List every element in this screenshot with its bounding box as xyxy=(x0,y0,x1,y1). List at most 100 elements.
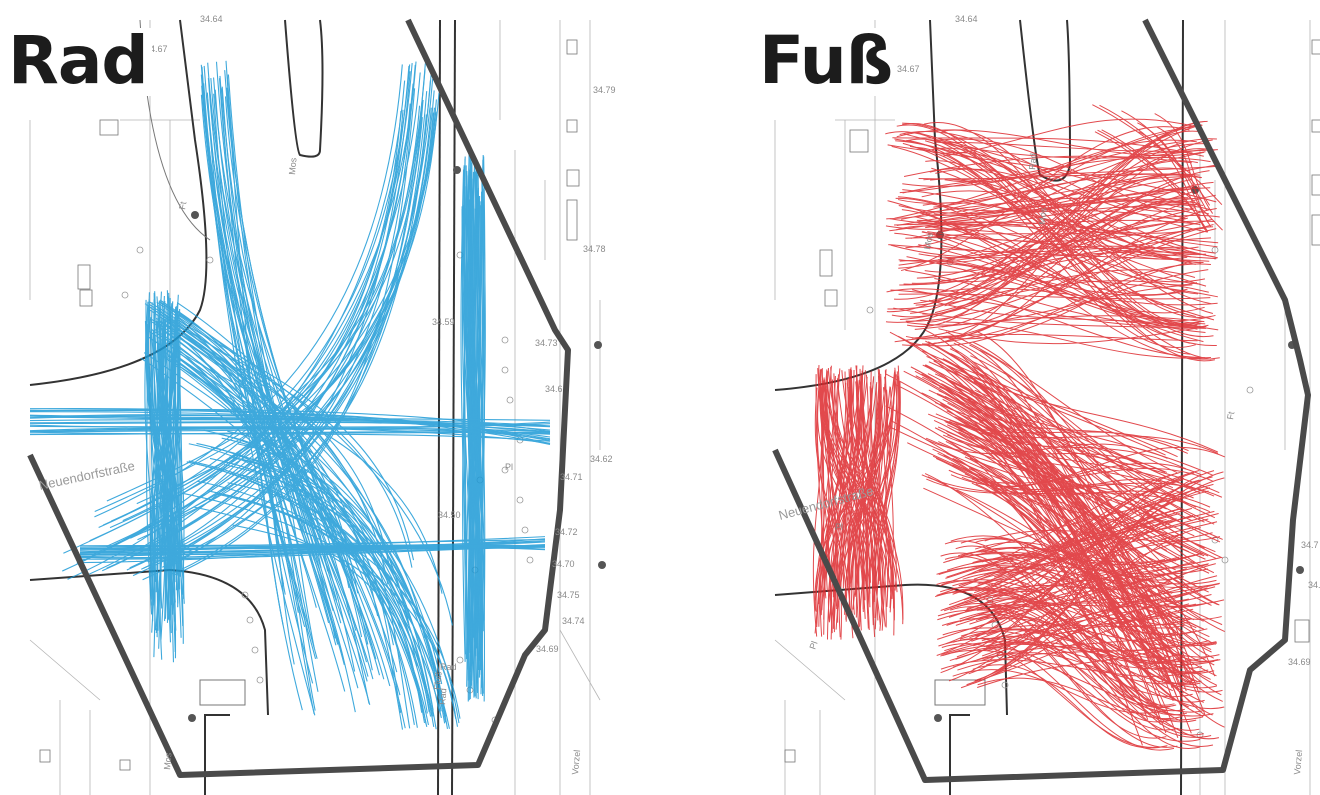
signal-box xyxy=(566,199,578,241)
cyclist-track xyxy=(148,306,413,568)
bollard-marker xyxy=(1001,681,1009,689)
cyclist-track xyxy=(89,72,421,575)
kerb-line xyxy=(29,568,269,716)
map-note-label: Ft xyxy=(177,200,188,210)
pedestrian-track xyxy=(925,329,1212,653)
bollard-marker xyxy=(121,291,129,299)
pedestrian-track xyxy=(973,508,1179,580)
bollard-marker xyxy=(246,616,254,624)
pedestrian-track xyxy=(925,221,1218,248)
pedestrian-track xyxy=(941,383,1195,674)
pedestrian-track xyxy=(895,384,1173,689)
pedestrian-track xyxy=(885,170,1210,323)
pole-marker xyxy=(188,714,196,722)
pedestrian-track xyxy=(964,606,1177,708)
elevation-label: 34.67 xyxy=(897,64,920,74)
pedestrian-track xyxy=(948,369,1187,692)
pedestrian-track xyxy=(947,553,1217,585)
pedestrian-track xyxy=(856,380,870,614)
pedestrian-track xyxy=(937,394,1225,633)
pedestrian-track xyxy=(981,547,1217,644)
pedestrian-track xyxy=(949,419,1219,454)
cyclist-track xyxy=(227,430,446,724)
cyclist-track xyxy=(163,318,379,617)
pedestrian-track xyxy=(986,588,1166,642)
cyclist-track xyxy=(196,442,415,725)
cyclist-track xyxy=(226,74,337,646)
bollard-marker xyxy=(526,556,534,564)
pedestrian-track xyxy=(887,200,1188,296)
signal-box xyxy=(1294,619,1310,643)
pedestrian-track xyxy=(897,335,1184,702)
pedestrian-track xyxy=(841,370,889,593)
pedestrian-track xyxy=(905,224,1214,322)
signal-box xyxy=(119,759,131,771)
cyclist-track xyxy=(224,96,401,696)
signal-box xyxy=(566,39,578,55)
pedestrian-track xyxy=(936,287,1218,306)
pole-marker xyxy=(934,714,942,722)
pedestrian-track xyxy=(960,546,1209,569)
pedestrian-track xyxy=(955,574,1166,626)
pedestrian-track xyxy=(942,118,1196,157)
bollard-marker xyxy=(516,496,524,504)
pedestrian-track xyxy=(937,237,1211,283)
pedestrian-track xyxy=(833,373,866,601)
pedestrian-track xyxy=(940,472,1195,674)
pedestrian-track xyxy=(988,642,1212,738)
pedestrian-track xyxy=(918,244,1206,325)
pole-marker xyxy=(594,341,602,349)
cyclist-track xyxy=(213,77,398,673)
pedestrian-track xyxy=(814,377,825,634)
cyclist-track xyxy=(200,74,317,608)
signal-box xyxy=(1311,119,1320,133)
pedestrian-track xyxy=(1121,110,1208,212)
cyclist-track xyxy=(169,314,176,622)
pedestrian-track xyxy=(941,245,1192,258)
cyclist-track xyxy=(210,78,371,705)
pedestrian-track xyxy=(838,381,853,589)
pedestrian-track xyxy=(933,360,1172,659)
pedestrian-track xyxy=(987,641,1180,664)
pedestrian-track xyxy=(842,386,871,589)
signal-box xyxy=(566,119,578,133)
pedestrian-track xyxy=(943,556,1222,612)
pedestrian-track xyxy=(898,203,1212,269)
pedestrian-track xyxy=(945,331,1178,474)
bollard-marker xyxy=(1211,536,1219,544)
elevation-label: 34.75 xyxy=(557,590,580,600)
pedestrian-track xyxy=(822,380,871,583)
cyclist-track xyxy=(136,114,427,505)
pedestrian-track xyxy=(902,123,1216,362)
cyclist-track xyxy=(162,91,428,568)
pedestrian-track xyxy=(969,647,1201,742)
pedestrian-track xyxy=(927,373,1184,694)
parcel-line xyxy=(559,629,601,701)
signal-box xyxy=(566,169,580,187)
pedestrian-track xyxy=(945,510,1215,579)
pedestrian-track xyxy=(922,350,1178,458)
cyclist-track xyxy=(163,355,373,671)
pedestrian-track xyxy=(928,167,1190,231)
pedestrian-track xyxy=(922,376,1188,675)
pedestrian-track xyxy=(935,168,1216,254)
bollard-marker xyxy=(456,656,464,664)
pedestrian-track xyxy=(852,368,880,615)
pedestrian-track xyxy=(961,446,1226,488)
cyclist-track xyxy=(143,90,435,569)
map-note-label: Rad xyxy=(1027,153,1038,170)
pedestrian-track xyxy=(1137,122,1209,224)
cyclist-track xyxy=(203,83,346,692)
bollard-marker xyxy=(251,646,259,654)
cyclist-track xyxy=(478,196,486,671)
signal-box xyxy=(1311,39,1320,55)
pedestrian-track xyxy=(948,556,1180,618)
pedestrian-track xyxy=(940,659,1193,677)
pedestrian-track xyxy=(889,188,1191,232)
pedestrian-track xyxy=(939,579,1185,629)
cyclist-track xyxy=(172,80,431,560)
cyclist-track xyxy=(210,446,404,730)
bollard-marker xyxy=(1246,386,1254,394)
cyclist-track xyxy=(159,301,453,626)
pedestrian-track xyxy=(960,630,1193,698)
